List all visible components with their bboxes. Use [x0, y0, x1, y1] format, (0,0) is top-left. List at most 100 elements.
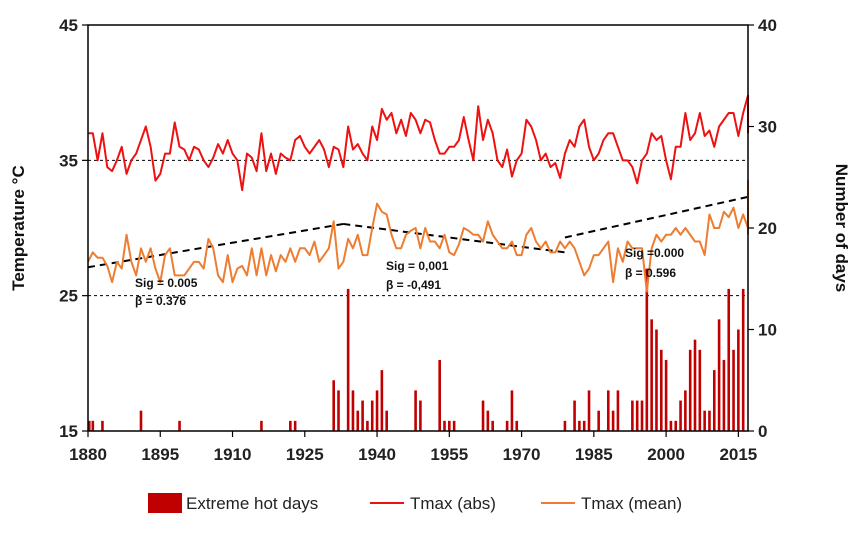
x-tick-label-1910: 1910	[214, 445, 252, 464]
bar-1988	[606, 390, 610, 431]
x-tick-label-1880: 1880	[69, 445, 107, 464]
bar-1941	[380, 370, 384, 431]
series-line-tmax-abs	[88, 94, 749, 192]
trend-line-3	[564, 195, 749, 239]
bar-1999	[659, 349, 663, 431]
annotation-3-beta: β = 0.596	[625, 266, 676, 280]
bar-1990	[616, 390, 620, 431]
bar-1931	[332, 380, 335, 431]
bar-1891	[139, 410, 143, 431]
bar-2011	[717, 319, 721, 431]
bar-1916	[260, 420, 263, 431]
y-left-axis-ticks: 15 25 35 45	[59, 16, 88, 441]
bar-1986	[597, 410, 600, 431]
x-tick-label-1940: 1940	[358, 445, 396, 464]
bar-2012	[722, 359, 726, 431]
annotation-3-sig: Sig =0.000	[625, 246, 684, 260]
x-tick-label-1985: 1985	[575, 445, 613, 464]
bar-2006	[693, 339, 697, 431]
annotation-2-sig: Sig = 0,001	[386, 259, 449, 273]
legend-swatch-extreme-hot-days	[148, 493, 182, 513]
bar-1880	[88, 420, 91, 431]
x-tick-label-1895: 1895	[141, 445, 179, 464]
bar-2004	[684, 390, 687, 431]
bar-1964	[491, 420, 494, 431]
bar-2016	[741, 288, 745, 431]
plot-frame	[87, 24, 749, 432]
x-axis-ticks: 1880 1895 1910 1925 1940 1955 1970 1985 2000 2015	[69, 431, 757, 464]
bar-1934	[346, 288, 350, 431]
y-right-tick-label-0: 0	[758, 422, 767, 441]
bar-1942	[385, 410, 388, 431]
bar-2007	[698, 349, 702, 431]
bar-1979	[563, 420, 567, 431]
y-right-axis-ticks: 0 10 20 30 40	[748, 16, 777, 441]
series-line-tmax-mean	[87, 179, 749, 293]
y-right-tick-label-30: 30	[758, 118, 777, 137]
legend-label-extreme-hot-days: Extreme hot days	[186, 494, 318, 513]
bar-1954	[443, 420, 446, 431]
y-left-tick-label-45: 45	[59, 16, 78, 35]
bar-1994	[635, 400, 639, 431]
y-right-tick-label-40: 40	[758, 16, 777, 35]
bar-1899	[178, 420, 181, 431]
annotation-2-beta: β = -0,491	[386, 278, 441, 292]
annotation-1-beta: β = 0.376	[135, 294, 186, 308]
x-tick-label-2015: 2015	[719, 445, 757, 464]
x-tick-label-1955: 1955	[430, 445, 468, 464]
bar-1997	[650, 319, 653, 431]
bar-1967	[505, 420, 509, 431]
y-left-axis-title: Temperature °C	[9, 165, 28, 291]
bar-2010	[712, 370, 716, 431]
y-left-tick-label-35: 35	[59, 151, 78, 170]
bar-1949	[419, 400, 422, 431]
bar-1963	[486, 410, 490, 431]
y-right-axis-title: Number of days	[832, 164, 850, 292]
annotation-3: Sig =0.000 β = 0.596	[625, 246, 684, 280]
x-tick-label-1970: 1970	[503, 445, 541, 464]
bar-1881	[91, 420, 95, 431]
bar-1948	[414, 390, 417, 431]
bar-1981	[573, 400, 576, 431]
bar-1935	[351, 390, 355, 431]
bar-1989	[611, 410, 615, 431]
bar-1956	[452, 420, 456, 431]
annotation-1: Sig = 0.005 β = 0.376	[135, 276, 198, 308]
annotation-1-sig: Sig = 0.005	[135, 276, 198, 290]
x-tick-label-1925: 1925	[286, 445, 324, 464]
bar-2015	[737, 329, 740, 431]
bar-1968	[510, 390, 514, 431]
bar-1939	[370, 400, 374, 431]
legend: Extreme hot days Tmax (abs) Tmax (mean)	[148, 493, 682, 513]
bar-1982	[578, 420, 581, 431]
x-tick-label-2000: 2000	[647, 445, 685, 464]
bar-1932	[337, 390, 340, 431]
bar-1998	[655, 329, 658, 431]
bar-1940	[375, 390, 379, 431]
trend-lines	[87, 195, 749, 269]
y-right-tick-label-10: 10	[758, 321, 777, 340]
bar-2002	[674, 420, 678, 431]
bar-2003	[679, 400, 682, 431]
y-left-tick-label-15: 15	[59, 422, 78, 441]
bar-1883	[101, 420, 104, 431]
bar-1936	[356, 410, 360, 431]
bar-1969	[515, 420, 519, 431]
bar-2005	[688, 349, 692, 431]
bar-1995	[640, 400, 644, 431]
bar-2013	[727, 288, 731, 431]
bar-2001	[669, 420, 673, 431]
y-left-tick-label-25: 25	[59, 287, 78, 306]
series-lines	[87, 94, 749, 293]
extreme-hot-days-bars	[88, 268, 745, 431]
bar-1962	[481, 400, 485, 431]
bar-1953	[438, 359, 441, 431]
bar-2008	[703, 410, 706, 431]
bar-1996	[645, 268, 649, 431]
trend-line-2	[343, 222, 566, 254]
bar-1993	[631, 400, 634, 431]
legend-label-tmax-mean: Tmax (mean)	[581, 494, 682, 513]
reference-lines	[88, 159, 748, 297]
bar-2014	[732, 349, 735, 431]
